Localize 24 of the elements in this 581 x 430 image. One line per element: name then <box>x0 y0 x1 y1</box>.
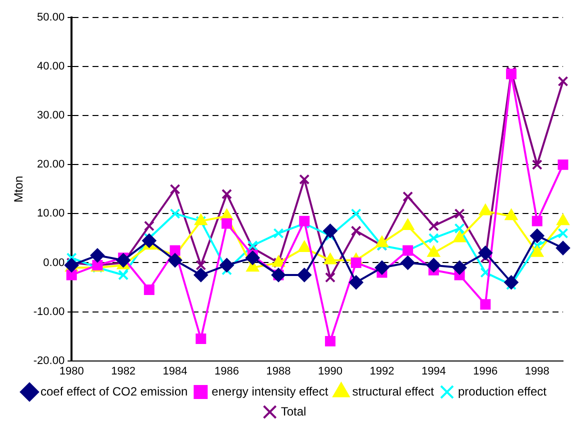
y-axis-title: Mton <box>12 176 26 203</box>
x-tick-label: 1990 <box>318 365 342 378</box>
x-tick-label: 1988 <box>266 365 291 378</box>
y-tick-label: -10.00 <box>33 306 65 318</box>
y-tick-label: 20.00 <box>37 158 65 171</box>
y-tick-label: 0.00 <box>43 256 65 269</box>
x-tick-label: 1982 <box>111 365 136 378</box>
x-tick-label: 1998 <box>524 365 550 378</box>
legend-label: structural effect <box>352 384 435 398</box>
legend-label: coef effect of CO2 emission <box>40 384 188 398</box>
legend-label: Total <box>280 404 306 418</box>
legend-label: production effect <box>458 384 548 398</box>
x-tick-label: 1992 <box>370 365 394 378</box>
legend-label: energy intensity effect <box>212 384 329 398</box>
y-tick-label: 40.00 <box>37 60 65 73</box>
y-tick-label: -20.00 <box>33 354 65 367</box>
y-tick-label: 30.00 <box>37 110 65 122</box>
y-tick-label: 10.00 <box>37 208 65 220</box>
x-tick-label: 1994 <box>421 365 446 378</box>
x-tick-label: 1996 <box>473 365 498 378</box>
x-tick-label: 1980 <box>59 365 84 378</box>
y-tick-label: 50.00 <box>37 12 65 24</box>
x-tick-label: 1984 <box>162 365 188 378</box>
x-tick-label: 1986 <box>214 365 240 378</box>
